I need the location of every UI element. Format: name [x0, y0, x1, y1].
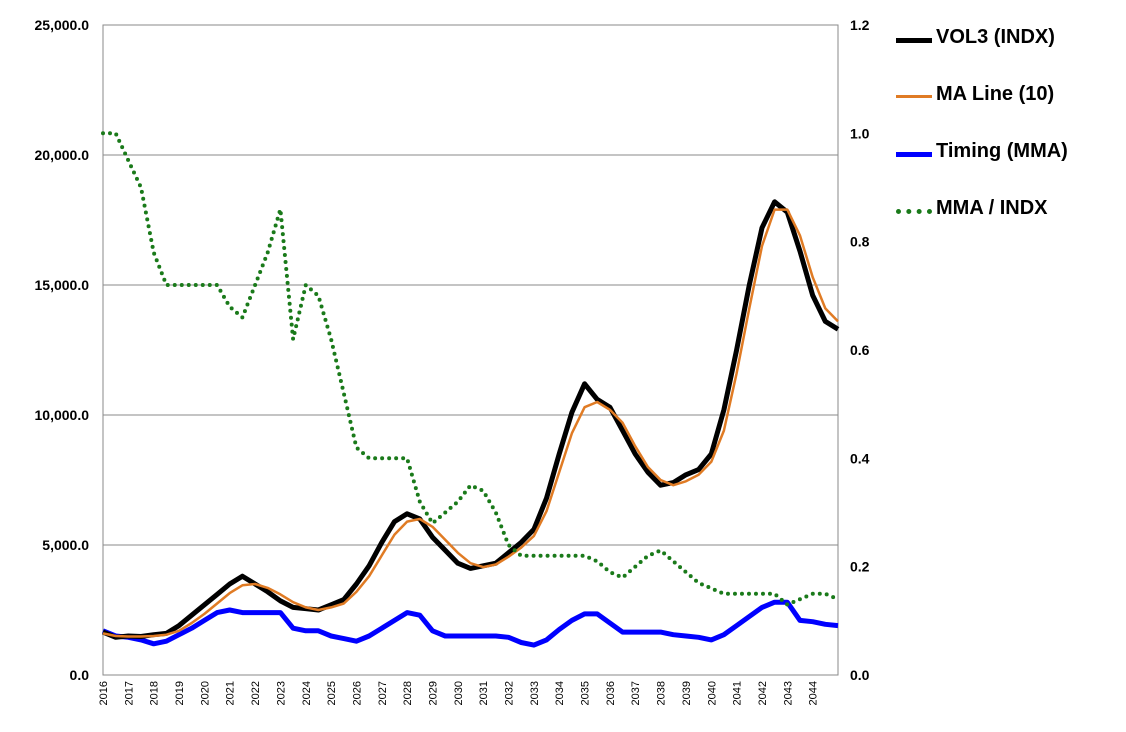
x-tick-label: 2020 — [199, 681, 211, 705]
x-tick-label: 2044 — [808, 681, 820, 705]
x-tick-label: 2035 — [580, 681, 592, 705]
x-tick-label: 2025 — [326, 681, 338, 705]
x-tick-label: 2033 — [529, 681, 541, 705]
y2-tick-label: 0.6 — [850, 342, 870, 358]
x-tick-label: 2029 — [427, 681, 439, 705]
legend-swatch-ma-line — [896, 95, 932, 98]
series-line-1 — [102, 208, 839, 638]
legend: VOL3 (INDX) MA Line (10) Timing (MMA) MM… — [896, 22, 1122, 250]
x-tick-label: 2034 — [554, 681, 566, 705]
y-axis-left-ticks: 0.0 5,000.0 10,000.0 15,000.0 20,000.0 25,000… — [35, 17, 90, 683]
x-tick-label: 2040 — [706, 681, 718, 705]
x-tick-label: 2039 — [681, 681, 693, 705]
legend-swatch-timing — [896, 152, 932, 157]
y-tick-label: 15,000.0 — [35, 277, 90, 293]
y-axis-right-ticks: 0.0 0.2 0.4 0.6 0.8 1.0 1.2 — [850, 17, 870, 683]
series-line-3 — [101, 131, 840, 607]
legend-item-vol3: VOL3 (INDX) — [896, 22, 1122, 79]
x-tick-label: 2022 — [250, 681, 262, 705]
x-tick-label: 2027 — [377, 681, 389, 705]
legend-swatch-vol3 — [896, 38, 932, 43]
x-tick-label: 2037 — [630, 681, 642, 705]
y-tick-label: 20,000.0 — [35, 147, 90, 163]
x-axis-ticks: 2016 2017 2018 2019 2020 2021 2022 2023 2024 2025… — [98, 681, 820, 705]
x-tick-label: 2042 — [757, 681, 769, 705]
x-tick-label: 2028 — [402, 681, 414, 705]
legend-label-vol3: VOL3 (INDX) — [936, 26, 1055, 48]
plot-area — [102, 24, 839, 676]
x-tick-label: 2036 — [605, 681, 617, 705]
y-tick-label: 0.0 — [70, 667, 90, 683]
x-tick-label: 2038 — [656, 681, 668, 705]
x-tick-label: 2017 — [123, 681, 135, 705]
legend-label-timing: Timing (MMA) — [936, 140, 1068, 162]
x-tick-label: 2019 — [174, 681, 186, 705]
legend-item-timing: Timing (MMA) — [896, 136, 1122, 193]
y2-tick-label: 0.8 — [850, 234, 870, 250]
x-tick-label: 2043 — [782, 681, 794, 705]
y-tick-label: 25,000.0 — [35, 17, 90, 33]
y2-tick-label: 0.2 — [850, 559, 870, 575]
x-tick-label: 2041 — [732, 681, 744, 705]
series-lines — [101, 131, 840, 648]
x-tick-label: 2018 — [149, 681, 161, 705]
y2-tick-label: 0.4 — [850, 450, 870, 466]
x-tick-label: 2032 — [504, 681, 516, 705]
y2-tick-label: 0.0 — [850, 667, 870, 683]
y2-tick-label: 1.2 — [850, 17, 870, 33]
x-tick-label: 2021 — [225, 681, 237, 705]
x-tick-label: 2016 — [98, 681, 110, 705]
x-tick-label: 2031 — [478, 681, 490, 705]
x-tick-label: 2030 — [453, 681, 465, 705]
x-tick-label: 2024 — [301, 681, 313, 705]
series-line-2 — [102, 599, 839, 648]
legend-item-mma-indx: MMA / INDX — [896, 193, 1122, 250]
legend-item-ma-line: MA Line (10) — [896, 79, 1122, 136]
y-tick-label: 10,000.0 — [35, 407, 90, 423]
y-tick-label: 5,000.0 — [42, 537, 89, 553]
legend-swatch-mma-indx — [896, 209, 932, 214]
grid-lines — [103, 24, 838, 676]
y2-tick-label: 1.0 — [850, 125, 870, 141]
x-tick-label: 2023 — [275, 681, 287, 705]
legend-label-mma-indx: MMA / INDX — [936, 197, 1048, 219]
legend-label-ma-line: MA Line (10) — [936, 83, 1055, 105]
x-tick-label: 2026 — [351, 681, 363, 705]
series-line-0 — [102, 199, 840, 640]
